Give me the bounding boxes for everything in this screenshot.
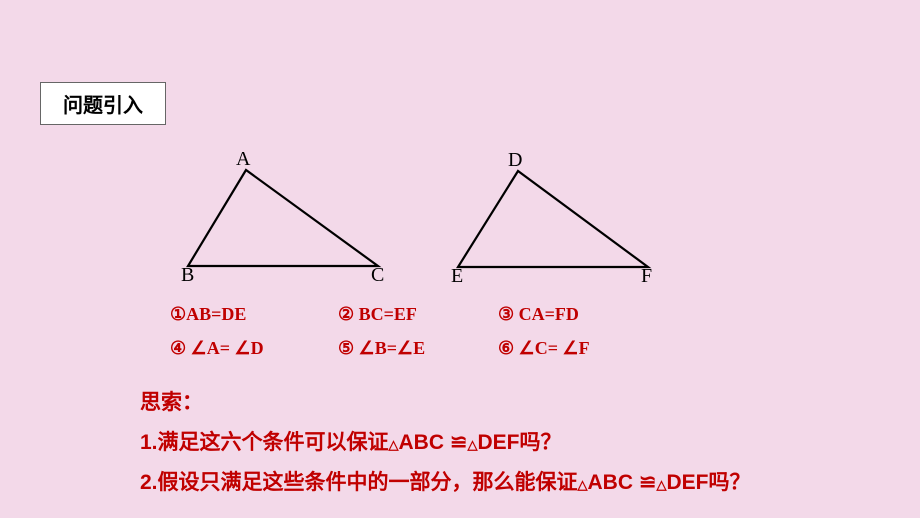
label-b: B: [181, 264, 194, 287]
label-a: A: [236, 148, 250, 171]
q2-part-c: DEF吗？: [666, 466, 750, 496]
cond-5: ⑤ ∠B=∠E: [338, 338, 425, 359]
triangle-symbol-icon: △: [656, 477, 666, 493]
question-2: 2.假设只满足这些条件中的一部分，那么能保证 △ ABC ≌ △ DEF吗？: [140, 466, 750, 496]
q2-part-a: 2.假设只满足这些条件中的一部分，那么能保证: [140, 466, 578, 496]
q1-part-b: ABC ≌: [399, 430, 468, 455]
triangles-svg: [0, 0, 920, 300]
cond-2: ② BC=EF: [338, 304, 417, 325]
cond-3: ③ CA=FD: [498, 304, 579, 325]
cond-4: ④ ∠A= ∠D: [170, 338, 264, 359]
cond-6: ⑥ ∠C= ∠F: [498, 338, 590, 359]
label-f: F: [641, 265, 652, 288]
questions-heading: 思索：: [140, 386, 203, 416]
q2-part-b: ABC ≌: [588, 470, 657, 495]
question-1: 1.满足这六个条件可以保证 △ ABC ≌ △ DEF吗？: [140, 426, 561, 456]
label-e: E: [451, 265, 463, 288]
triangle-symbol-icon: △: [389, 437, 399, 453]
triangle-symbol-icon: △: [578, 477, 588, 493]
triangle-def: [458, 171, 648, 267]
questions-heading-text: 思索：: [140, 391, 203, 414]
triangle-diagram: A B C D E F: [0, 0, 920, 300]
q1-part-c: DEF吗？: [477, 426, 561, 456]
q1-part-a: 1.满足这六个条件可以保证: [140, 426, 389, 456]
triangle-abc: [188, 170, 378, 266]
triangle-symbol-icon: △: [467, 437, 477, 453]
cond-1: ①AB=DE: [170, 304, 246, 325]
label-c: C: [371, 264, 384, 287]
label-d: D: [508, 149, 522, 172]
